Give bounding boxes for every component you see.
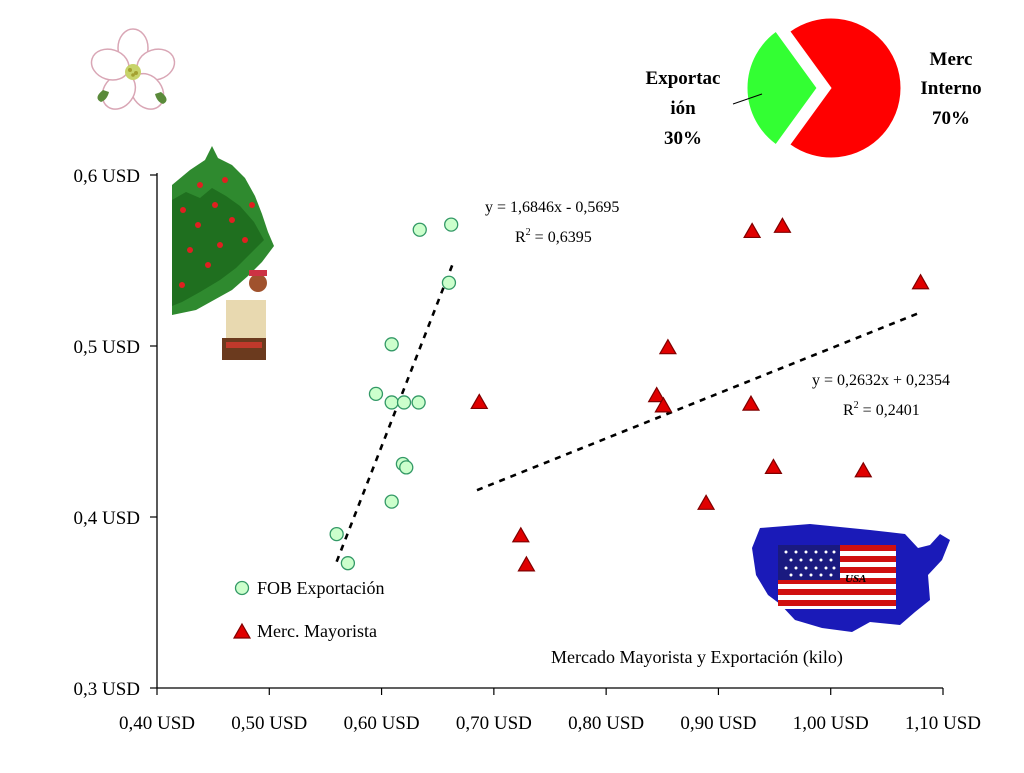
svg-text:USA: USA	[845, 573, 866, 585]
y-axis-ticks: 0,3 USD 0,4 USD 0,5 USD 0,6 USD	[73, 166, 157, 700]
trendline-fob	[335, 261, 455, 563]
data-point-fob	[444, 217, 459, 232]
data-point-fob	[384, 494, 399, 509]
pie-label-interno-line2: Interno	[920, 78, 981, 99]
data-point-mayorista	[470, 393, 489, 410]
data-point-mayorista	[697, 494, 716, 510]
y-tick-label: 0,6 USD	[73, 166, 140, 187]
pie-label-exportacion-line2: ión	[670, 98, 696, 119]
chart-title: Mercado Mayorista y Exportación (kilo)	[551, 647, 843, 668]
trendline-r2-mayorista: R2 = 0,2401	[843, 400, 920, 419]
data-point-mayorista	[517, 555, 536, 572]
apple-blossom-icon	[90, 28, 176, 110]
data-point-mayorista	[647, 386, 666, 403]
data-point-fob	[384, 337, 399, 352]
x-tick-label: 0,50 USD	[231, 713, 307, 734]
data-point-mayorista	[511, 526, 530, 543]
pie-slice-interno	[789, 17, 902, 159]
usa-flag-map-icon: USA	[752, 524, 950, 632]
data-point-fob	[412, 222, 427, 237]
trendline-r2-fob: R2 = 0,6395	[515, 227, 592, 246]
data-point-fob	[396, 395, 412, 410]
pie-label-interno-line1: Merc	[930, 49, 973, 70]
data-point-mayorista	[764, 458, 783, 475]
y-tick-label: 0,4 USD	[73, 508, 140, 529]
data-point-mayorista	[741, 394, 761, 411]
data-points	[329, 217, 930, 572]
pie-leader-line	[732, 93, 763, 105]
pie-label-exportacion: Exportac ión 30%	[646, 68, 721, 149]
x-tick-label: 1,00 USD	[793, 713, 869, 734]
data-point-fob	[441, 275, 457, 290]
data-point-mayorista	[658, 338, 677, 355]
x-axis-ticks: 0,40 USD 0,50 USD 0,60 USD 0,70 USD 0,80 USD…	[119, 688, 981, 734]
data-point-fob	[384, 395, 399, 410]
pie-label-interno: Merc Interno 70%	[920, 49, 981, 129]
data-point-fob	[329, 526, 344, 542]
data-point-fob	[368, 386, 384, 402]
legend-marker-fob	[234, 580, 250, 596]
data-point-fob	[411, 395, 426, 410]
legend-item-fob: FOB Exportación	[234, 578, 385, 598]
x-tick-label: 0,90 USD	[680, 713, 756, 734]
legend-label-fob: FOB Exportación	[257, 578, 385, 598]
data-point-fob	[340, 556, 356, 571]
x-tick-label: 0,60 USD	[344, 713, 420, 734]
chart-axes	[156, 173, 943, 689]
apple-picker-tree-icon	[172, 146, 274, 360]
trendlines	[335, 261, 922, 563]
y-tick-label: 0,5 USD	[73, 337, 140, 358]
data-point-mayorista	[743, 222, 762, 239]
x-tick-label: 0,70 USD	[456, 713, 532, 734]
pie-slice-exportacion	[746, 30, 818, 146]
data-point-mayorista	[773, 217, 792, 233]
legend-item-mayorista: Merc. Mayorista	[232, 621, 377, 641]
trendline-mayorista	[476, 311, 922, 492]
pie-label-interno-line3: 70%	[932, 108, 970, 129]
trendline-equation-fob: y = 1,6846x - 0,5695	[485, 199, 619, 216]
y-tick-label: 0,3 USD	[73, 679, 140, 700]
data-point-mayorista	[911, 273, 930, 290]
trendline-equation-mayorista: y = 0,2632x + 0,2354	[812, 372, 950, 389]
data-point-fob	[399, 460, 414, 475]
pie-label-exportacion-line3: 30%	[664, 128, 702, 149]
data-point-mayorista	[854, 461, 873, 478]
legend: FOB Exportación Merc. Mayorista	[232, 578, 385, 641]
pie-chart	[746, 17, 902, 159]
x-tick-label: 1,10 USD	[905, 713, 981, 734]
pie-label-exportacion-line1: Exportac	[646, 68, 721, 89]
legend-marker-mayorista	[232, 622, 252, 639]
x-tick-label: 0,80 USD	[568, 713, 644, 734]
trendline-label-fob: y = 1,6846x - 0,5695 R2 = 0,6395	[485, 199, 619, 246]
data-point-mayorista	[654, 396, 673, 413]
legend-label-mayorista: Merc. Mayorista	[257, 621, 377, 641]
trendline-label-mayorista: y = 0,2632x + 0,2354 R2 = 0,2401	[812, 372, 950, 419]
x-tick-label: 0,40 USD	[119, 713, 195, 734]
